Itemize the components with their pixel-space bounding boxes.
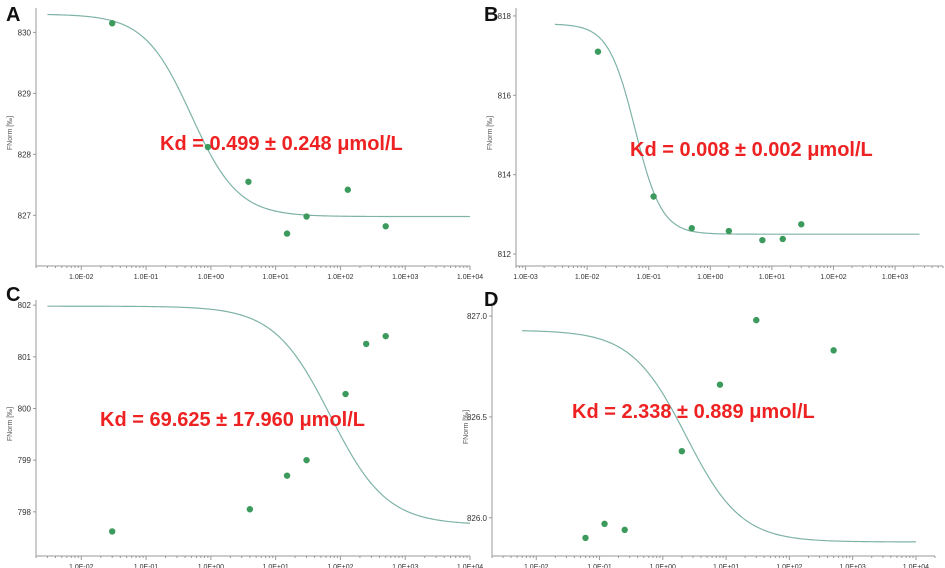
x-tick-label: 1.0E+02	[327, 274, 353, 281]
data-point	[830, 347, 837, 354]
data-point	[798, 221, 805, 228]
x-tick-label: 1.0E+03	[840, 564, 866, 568]
x-tick-label: 1.0E-01	[587, 564, 612, 568]
y-axis-label: FNorm [‰]	[487, 116, 494, 150]
x-tick-label: 1.0E-03	[513, 274, 538, 281]
x-tick-label: 1.0E-02	[69, 564, 94, 568]
x-tick-label: 1.0E-01	[636, 274, 661, 281]
x-tick-label: 1.0E+02	[776, 564, 802, 568]
data-point	[582, 534, 589, 542]
x-tick-label: 1.0E+00	[198, 274, 224, 281]
data-point	[303, 213, 310, 220]
fit-curve	[47, 13, 470, 218]
panel-c: C FNorm [‰] 798 799 800 801 802 1.0E-02 1.0E-01 1…	[6, 284, 483, 568]
data-point	[594, 48, 602, 55]
panel-a: A FNorm [‰] 827 828 829 830 1.0E-02 1.0E-01 1.0E…	[6, 4, 483, 281]
x-tick-label: 1.0E+01	[263, 564, 289, 568]
x-tick-label: 1.0E-02	[69, 274, 94, 281]
data-point	[650, 193, 657, 200]
y-tick-label: 800	[18, 405, 32, 414]
panel-d: D FNorm [‰] 826.0 826.5 827.0 1.0E-02 1.0E-01 1…	[463, 289, 936, 568]
x-tick-label: 1.0E-01	[134, 564, 159, 568]
data-point	[725, 227, 733, 235]
y-tick-label: 827	[18, 211, 32, 220]
y-tick-label: 826.0	[467, 514, 488, 523]
fit-curve	[522, 330, 916, 543]
kd-annotation: Kd = 0.008 ± 0.002 μmol/L	[630, 139, 873, 161]
data-point	[108, 528, 116, 535]
x-tick-label: 1.0E+03	[392, 564, 418, 568]
x-tick-label: 1.0E+03	[882, 274, 908, 281]
data-point	[779, 235, 786, 243]
kd-annotation: Kd = 2.338 ± 0.889 μmol/L	[572, 401, 815, 423]
data-point	[601, 520, 608, 527]
y-axis-label: FNorm [‰]	[7, 116, 14, 150]
x-tick-label: 1.0E+01	[759, 274, 785, 281]
x-tick-label: 1.0E+03	[392, 274, 418, 281]
y-tick-label: 830	[18, 28, 32, 37]
y-tick-label: 798	[18, 508, 32, 517]
fit-curve	[47, 305, 471, 524]
data-point	[363, 340, 370, 348]
y-tick-label: 828	[18, 150, 32, 159]
kd-annotation: Kd = 69.625 ± 17.960 μmol/L	[100, 409, 365, 431]
data-point	[283, 230, 291, 237]
y-axis-label: FNorm [‰]	[7, 407, 14, 441]
x-tick-label: 1.0E+04	[457, 564, 483, 568]
y-tick-label: 827.0	[467, 312, 488, 321]
data-point	[688, 225, 695, 232]
data-point	[246, 506, 254, 513]
panel-letter: D	[484, 289, 498, 311]
data-point	[342, 390, 349, 398]
x-tick-label: 1.0E-02	[575, 274, 600, 281]
panel-b: B FNorm [‰] 812 814 816 818 1.0E-03 1.0E-02 1.0E…	[484, 4, 944, 281]
panel-letter: C	[6, 284, 20, 306]
y-tick-label: 818	[498, 12, 512, 21]
panel-letter: B	[484, 4, 498, 26]
y-tick-label: 801	[18, 353, 32, 362]
x-tick-label: 1.0E+01	[263, 274, 289, 281]
fit-curve	[554, 23, 920, 235]
kd-annotation: Kd = 0.499 ± 0.248 μmol/L	[160, 133, 403, 155]
data-point	[303, 456, 310, 464]
y-tick-label: 829	[18, 89, 32, 98]
x-tick-label: 1.0E+00	[697, 274, 723, 281]
y-tick-label: 814	[498, 171, 512, 180]
y-tick-label: 816	[498, 91, 512, 100]
data-point	[382, 332, 389, 340]
data-point	[283, 472, 291, 479]
data-point	[759, 236, 766, 244]
x-tick-label: 1.0E-01	[134, 274, 159, 281]
y-tick-label: 812	[498, 250, 512, 259]
y-tick-label: 826.5	[467, 413, 488, 422]
data-point	[344, 186, 352, 193]
y-tick-label: 802	[18, 301, 32, 310]
data-point	[382, 223, 389, 230]
x-tick-label: 1.0E-02	[524, 564, 549, 568]
data-point	[678, 448, 686, 455]
x-tick-label: 1.0E+04	[457, 274, 483, 281]
x-tick-label: 1.0E+00	[198, 564, 224, 568]
x-tick-label: 1.0E+04	[903, 564, 929, 568]
x-tick-label: 1.0E+01	[713, 564, 739, 568]
y-tick-label: 799	[18, 456, 32, 465]
data-point	[753, 316, 760, 324]
panel-letter: A	[6, 4, 20, 26]
x-tick-label: 1.0E+02	[327, 564, 353, 568]
data-point	[108, 20, 116, 27]
x-tick-label: 1.0E+00	[650, 564, 676, 568]
data-point	[621, 526, 628, 534]
data-point	[716, 381, 724, 388]
data-point	[204, 143, 212, 151]
y-axis-label: FNorm [‰]	[463, 410, 470, 444]
data-point	[245, 178, 252, 185]
x-tick-label: 1.0E+02	[820, 274, 846, 281]
